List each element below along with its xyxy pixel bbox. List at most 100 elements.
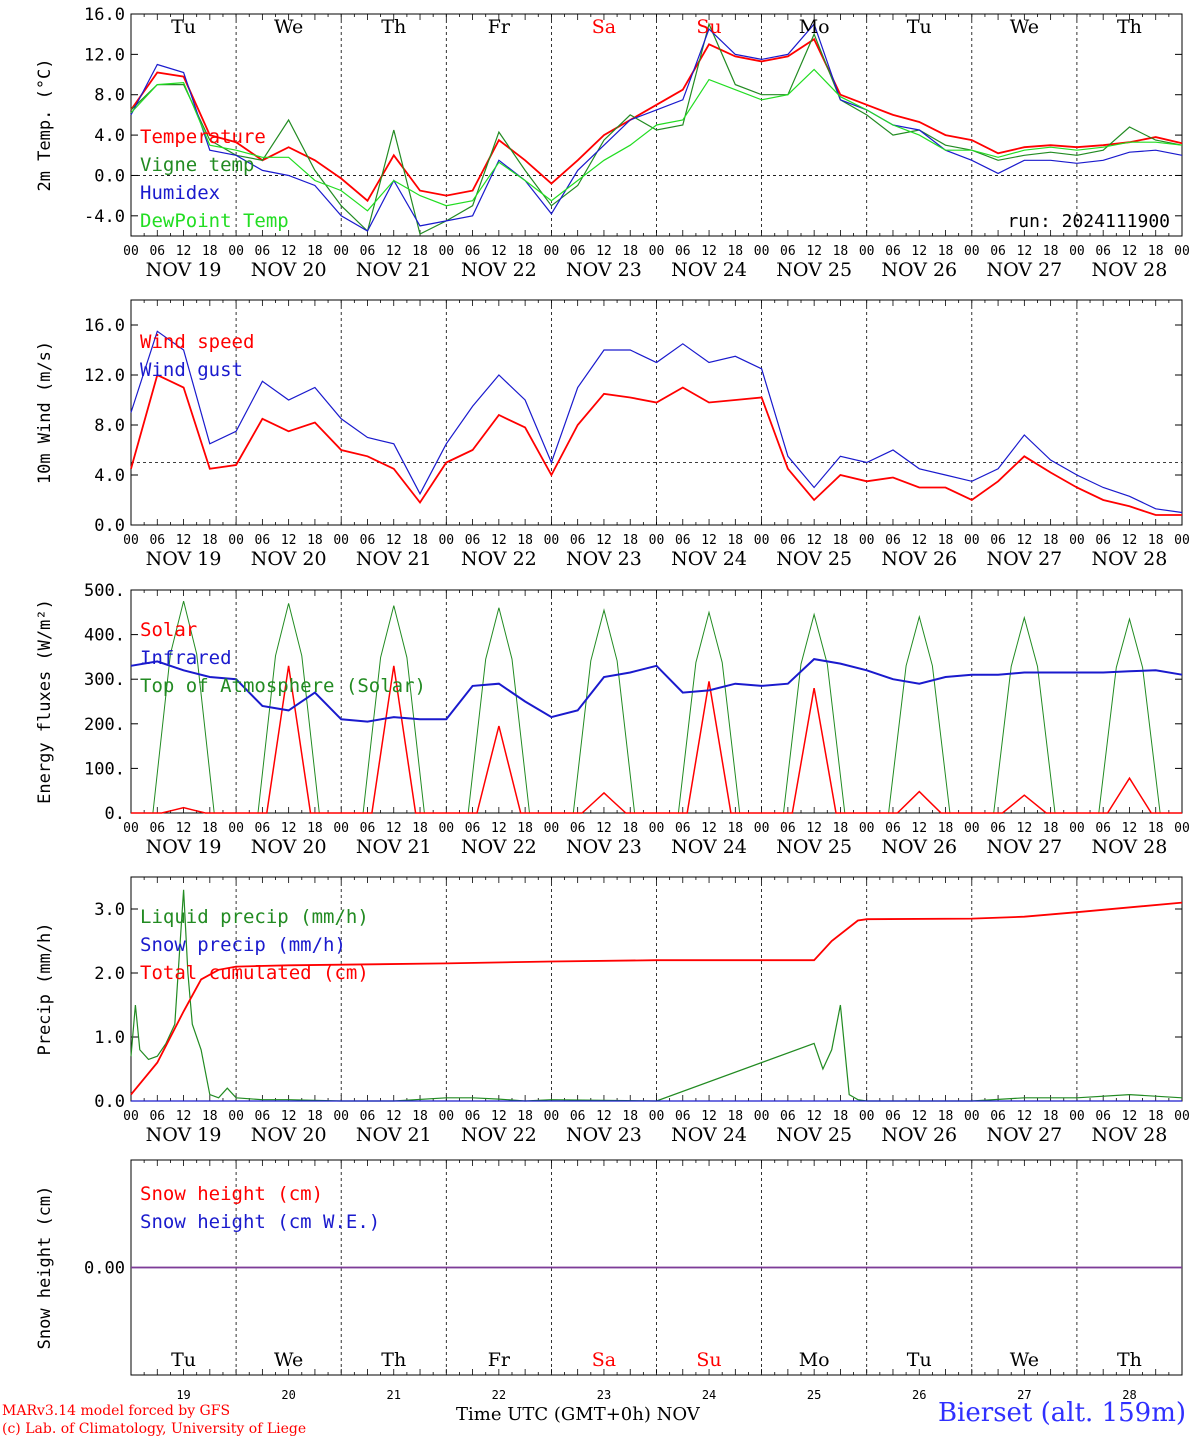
date-label: NOV 28 <box>1092 548 1168 570</box>
hour-tick-label: 00 <box>333 1109 349 1124</box>
series-line-4 <box>130 68 1183 212</box>
date-label: NOV 21 <box>356 836 432 858</box>
hour-tick-label: 06 <box>570 821 586 836</box>
legend-entry: Snow height (cm W.E.) <box>140 1211 380 1233</box>
hour-tick-label: 18 <box>307 1109 323 1124</box>
y-tick-label: 4.0 <box>94 466 125 486</box>
hour-tick-label: 12 <box>1122 1109 1138 1124</box>
hour-tick-label: 18 <box>727 244 743 259</box>
hour-tick-label: 12 <box>701 1109 717 1124</box>
day-name-label: Tu <box>907 1349 932 1371</box>
y-tick-label: 8.0 <box>94 86 125 106</box>
hour-tick-label: 12 <box>176 533 192 548</box>
plot-frame <box>130 589 1183 814</box>
date-label: NOV 26 <box>881 836 957 858</box>
hour-tick-label: 12 <box>176 244 192 259</box>
legend-entry: Top of Atmosphere (Solar) <box>140 675 426 697</box>
date-label: NOV 22 <box>461 548 537 570</box>
hour-tick-label: 06 <box>885 244 901 259</box>
hour-tick-label: 18 <box>1043 1109 1059 1124</box>
hour-tick-label: 06 <box>675 821 691 836</box>
hour-tick-label: 06 <box>990 1109 1006 1124</box>
hour-tick-label: 06 <box>360 821 376 836</box>
hour-tick-label: 12 <box>911 244 927 259</box>
hour-tick-label: 18 <box>307 244 323 259</box>
date-label: NOV 24 <box>671 1124 747 1146</box>
y-tick-label: 0.0 <box>94 516 125 536</box>
hour-tick-label: 00 <box>649 533 665 548</box>
hour-tick-label: 06 <box>360 1109 376 1124</box>
hour-tick-label: 06 <box>780 533 796 548</box>
day-number-label: 22 <box>492 1388 506 1402</box>
hour-tick-label: 12 <box>1122 821 1138 836</box>
series-solar <box>131 665 1182 814</box>
hour-tick-label: 18 <box>833 533 849 548</box>
date-label: NOV 25 <box>776 259 852 281</box>
hour-tick-label: 12 <box>491 821 507 836</box>
hour-tick-label: 12 <box>596 1109 612 1124</box>
date-label: NOV 28 <box>1092 1124 1168 1146</box>
hour-tick-label: 12 <box>281 533 297 548</box>
date-label: NOV 23 <box>566 836 642 858</box>
hour-tick-label: 06 <box>255 244 271 259</box>
hour-tick-label: 00 <box>964 533 980 548</box>
legend-entry: Vigne temp <box>140 154 254 176</box>
date-label: NOV 21 <box>356 1124 432 1146</box>
y-tick-label: 0. <box>105 804 125 824</box>
hour-tick-label: 18 <box>1043 533 1059 548</box>
hour-tick-label: 12 <box>1017 533 1033 548</box>
y-tick-label: 12.0 <box>84 366 125 386</box>
hour-tick-label: 12 <box>701 533 717 548</box>
date-label: NOV 26 <box>881 259 957 281</box>
hour-tick-label: 12 <box>911 1109 927 1124</box>
legend-entry: Humidex <box>140 182 220 204</box>
hour-tick-label: 00 <box>1069 533 1085 548</box>
hour-tick-label: 12 <box>911 533 927 548</box>
date-label: NOV 21 <box>356 548 432 570</box>
hour-tick-label: 00 <box>1174 821 1190 836</box>
date-label: NOV 24 <box>671 548 747 570</box>
hour-tick-label: 18 <box>202 1109 218 1124</box>
hour-tick-label: 00 <box>859 821 875 836</box>
hour-tick-label: 12 <box>806 244 822 259</box>
hour-tick-label: 12 <box>596 533 612 548</box>
hour-tick-label: 00 <box>1069 1109 1085 1124</box>
date-label: NOV 19 <box>146 548 222 570</box>
hour-tick-label: 18 <box>307 533 323 548</box>
series-infrared <box>130 658 1183 723</box>
series-line-3 <box>130 22 1183 232</box>
hour-tick-label: 18 <box>727 821 743 836</box>
day-name-label: Th <box>381 16 406 38</box>
day-name-label: Mo <box>799 1349 830 1371</box>
hour-tick-label: 00 <box>438 1109 454 1124</box>
hour-tick-label: 12 <box>701 821 717 836</box>
day-name-label: We <box>1010 1349 1039 1371</box>
y-tick-label: 12.0 <box>84 45 125 65</box>
hour-tick-label: 18 <box>1148 1109 1164 1124</box>
date-label: NOV 23 <box>566 259 642 281</box>
date-label: NOV 20 <box>251 259 327 281</box>
hour-tick-label: 06 <box>149 821 165 836</box>
y-tick-label: 500. <box>84 581 125 601</box>
hour-tick-label: 06 <box>570 1109 586 1124</box>
day-name-label: Th <box>1117 1349 1142 1371</box>
y-tick-label: 400. <box>84 626 125 646</box>
y-axis-label: Snow height (cm) <box>35 1186 55 1350</box>
hour-tick-label: 12 <box>176 1109 192 1124</box>
date-label: NOV 28 <box>1092 836 1168 858</box>
station-label: Bierset (alt. 159m) <box>937 1398 1186 1428</box>
hour-tick-label: 00 <box>964 1109 980 1124</box>
hour-tick-label: 18 <box>202 533 218 548</box>
hour-tick-label: 18 <box>517 821 533 836</box>
hour-tick-label: 12 <box>1017 821 1033 836</box>
series-line-3 <box>130 901 1183 1096</box>
hour-tick-label: 06 <box>255 1109 271 1124</box>
day-name-label: Fr <box>488 16 511 38</box>
date-label: NOV 21 <box>356 259 432 281</box>
panel-1: -4.0 0.0 4.0 8.0 12.0 16.0 2m Temp. (°C) 00 06 12… <box>35 5 1190 281</box>
month-label: NOV <box>656 1404 700 1425</box>
legend-entry: DewPoint Temp <box>140 210 289 232</box>
day-name-label: Mo <box>799 16 830 38</box>
date-label: NOV 22 <box>461 1124 537 1146</box>
